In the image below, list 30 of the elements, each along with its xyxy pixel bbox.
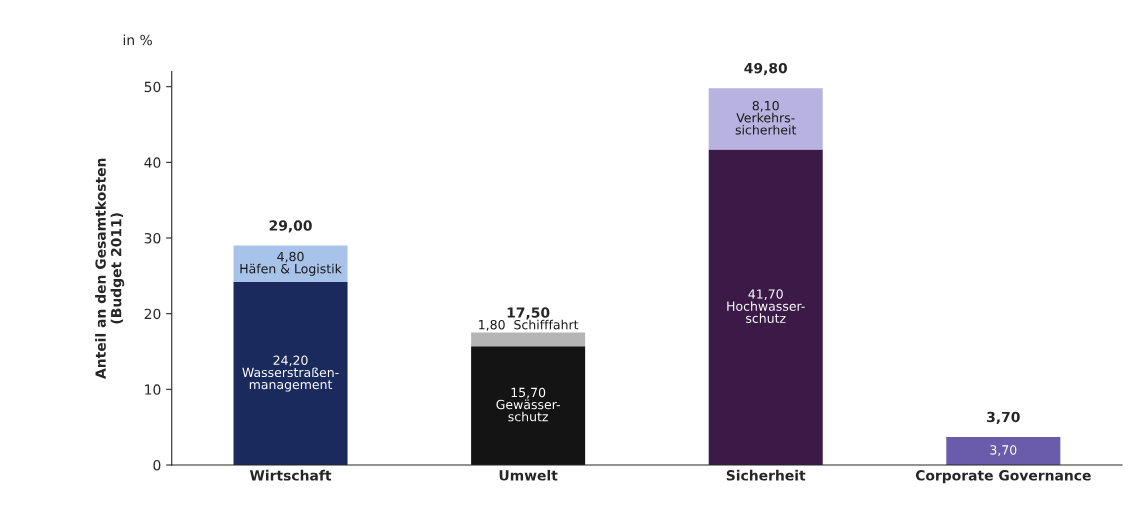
bar (708, 149, 823, 466)
y-tick-label: 20 (144, 308, 161, 320)
x-tick-label: Sicherheit (726, 469, 806, 481)
y-tick-label: 30 (144, 232, 161, 244)
total-label: 17,50 (507, 307, 550, 320)
y-tick-label: 0 (153, 459, 161, 471)
data-label: 24,20 Wasserstraßen- management (242, 355, 339, 392)
total-label: 3,70 (987, 411, 1020, 424)
total-label: 49,80 (744, 62, 788, 76)
y-axis-title: Anteil an den Gesamtkosten (Budget 2011) (95, 158, 125, 379)
bar (233, 281, 348, 466)
bar (946, 437, 1061, 466)
bar (471, 346, 586, 466)
y-tick-label: 40 (144, 157, 161, 168)
x-tick-label: Corporate Governance (915, 470, 1091, 484)
y-tick-label: 50 (144, 81, 161, 93)
data-label: 3,70 (990, 445, 1017, 456)
data-label: 41,70 Hochwasser- schutz (727, 289, 805, 323)
data-label: 1,80 Schifffahrt (479, 319, 579, 331)
y-tick-label: 10 (145, 384, 161, 395)
x-tick-label: Wirtschaft (249, 469, 332, 481)
total-label: 29,00 (269, 220, 312, 233)
data-label: 8,10 Verkehrs- sicherheit (735, 100, 797, 135)
bar (471, 332, 586, 347)
data-label: 15,70 Gewässer- schutz (496, 387, 560, 422)
bar (708, 88, 823, 150)
bar (233, 245, 348, 282)
text: in % (123, 34, 152, 46)
x-tick-label: Umwelt (499, 469, 558, 481)
data-label: 4,80 Häfen & Logistik (240, 251, 342, 276)
